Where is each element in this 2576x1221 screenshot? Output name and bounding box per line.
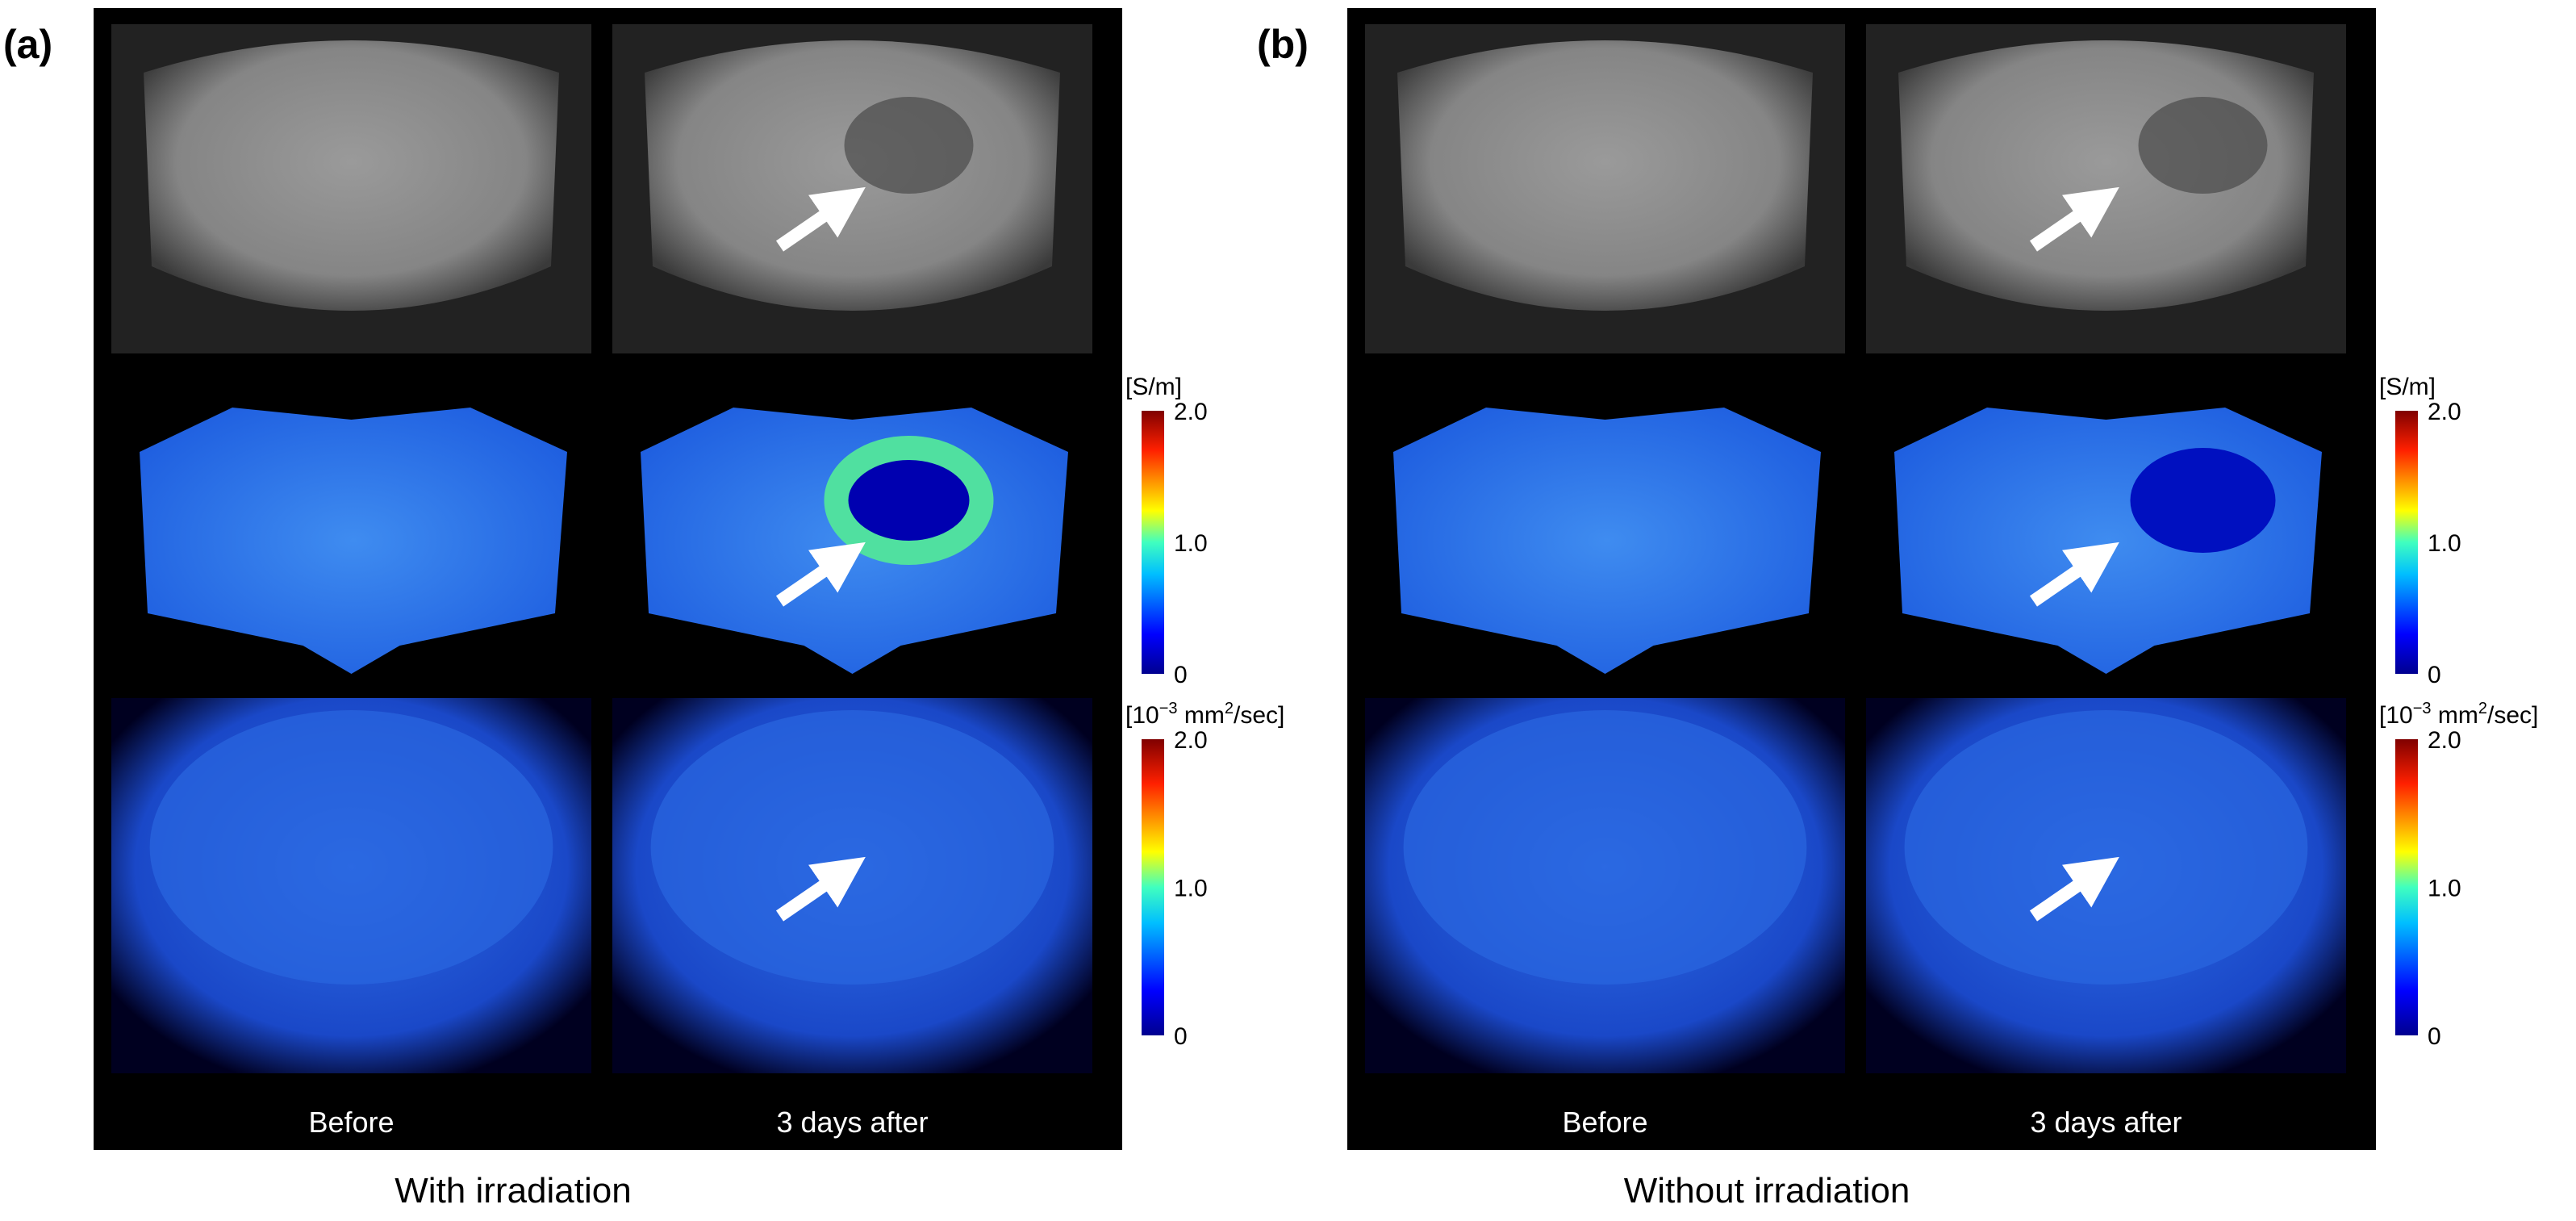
colorbar bbox=[2395, 411, 2418, 674]
unit-part: −3 bbox=[1159, 700, 1178, 717]
colorbar-tick-label: 2.0 bbox=[2428, 727, 2461, 754]
colorbar-tick-label: 0 bbox=[2428, 1023, 2441, 1050]
panel-label: (b) bbox=[1257, 22, 1309, 67]
colorbar bbox=[1142, 739, 1164, 1035]
lesion bbox=[844, 97, 974, 194]
colorbar bbox=[1142, 411, 1164, 674]
conductivity-map bbox=[1393, 408, 1821, 674]
panel-caption: With irradiation bbox=[395, 1171, 631, 1211]
adc-brain bbox=[1904, 710, 2308, 985]
lesion-map bbox=[2130, 448, 2276, 553]
unit-part: [S/m] bbox=[2379, 374, 2436, 400]
colorbar-unit: [S/m] bbox=[1125, 374, 1182, 400]
unit-part: mm bbox=[1178, 702, 1225, 729]
conductivity-map bbox=[140, 408, 567, 674]
brain-outline bbox=[645, 40, 1060, 311]
colorbar-tick-label: 0 bbox=[2428, 662, 2441, 688]
colorbar-tick-label: 1.0 bbox=[2428, 530, 2461, 557]
unit-part: −3 bbox=[2413, 700, 2432, 717]
colorbar-tick-label: 2.0 bbox=[1174, 727, 1208, 754]
arrow bbox=[2029, 856, 2119, 922]
arrow bbox=[2029, 186, 2119, 252]
colorbar-tick-label: 1.0 bbox=[1174, 530, 1208, 557]
adc-brain bbox=[149, 710, 553, 985]
unit-part: [10 bbox=[1125, 702, 1159, 729]
column-label: Before bbox=[308, 1106, 394, 1139]
panel-label: (a) bbox=[3, 22, 52, 67]
column-label: 3 days after bbox=[2030, 1106, 2181, 1139]
colorbar-unit: [10−3 mm2/sec] bbox=[2379, 700, 2538, 729]
colorbar-unit: [10−3 mm2/sec] bbox=[1125, 700, 1284, 729]
column-label: Before bbox=[1562, 1106, 1647, 1139]
colorbar-tick-label: 0 bbox=[1174, 1023, 1188, 1050]
arrow bbox=[775, 542, 866, 607]
unit-part: mm bbox=[2432, 702, 2478, 729]
colorbar-unit: [S/m] bbox=[2379, 374, 2436, 400]
arrow bbox=[2029, 542, 2119, 607]
lesion bbox=[2138, 97, 2268, 194]
colorbar-tick-label: 1.0 bbox=[2428, 876, 2461, 902]
adc-brain bbox=[1403, 710, 1807, 985]
unit-part: 2 bbox=[1225, 700, 1234, 717]
column-label: 3 days after bbox=[776, 1106, 928, 1139]
lesion-map bbox=[824, 436, 994, 565]
brain-outline bbox=[1397, 40, 1813, 311]
unit-part: /sec] bbox=[1234, 702, 1284, 729]
colorbar-tick-label: 2.0 bbox=[1174, 399, 1208, 425]
unit-part: 2 bbox=[2478, 700, 2487, 717]
unit-part: [10 bbox=[2379, 702, 2413, 729]
brain-outline bbox=[144, 40, 559, 311]
adc-brain bbox=[650, 710, 1054, 985]
colorbar-tick-label: 1.0 bbox=[1174, 876, 1208, 902]
unit-part: /sec] bbox=[2487, 702, 2538, 729]
colorbar bbox=[2395, 739, 2418, 1035]
arrow bbox=[775, 856, 866, 922]
colorbar-tick-label: 0 bbox=[1174, 662, 1188, 688]
arrow bbox=[775, 186, 866, 252]
panel-caption: Without irradiation bbox=[1624, 1171, 1910, 1211]
unit-part: [S/m] bbox=[1125, 374, 1182, 400]
colorbar-tick-label: 2.0 bbox=[2428, 399, 2461, 425]
